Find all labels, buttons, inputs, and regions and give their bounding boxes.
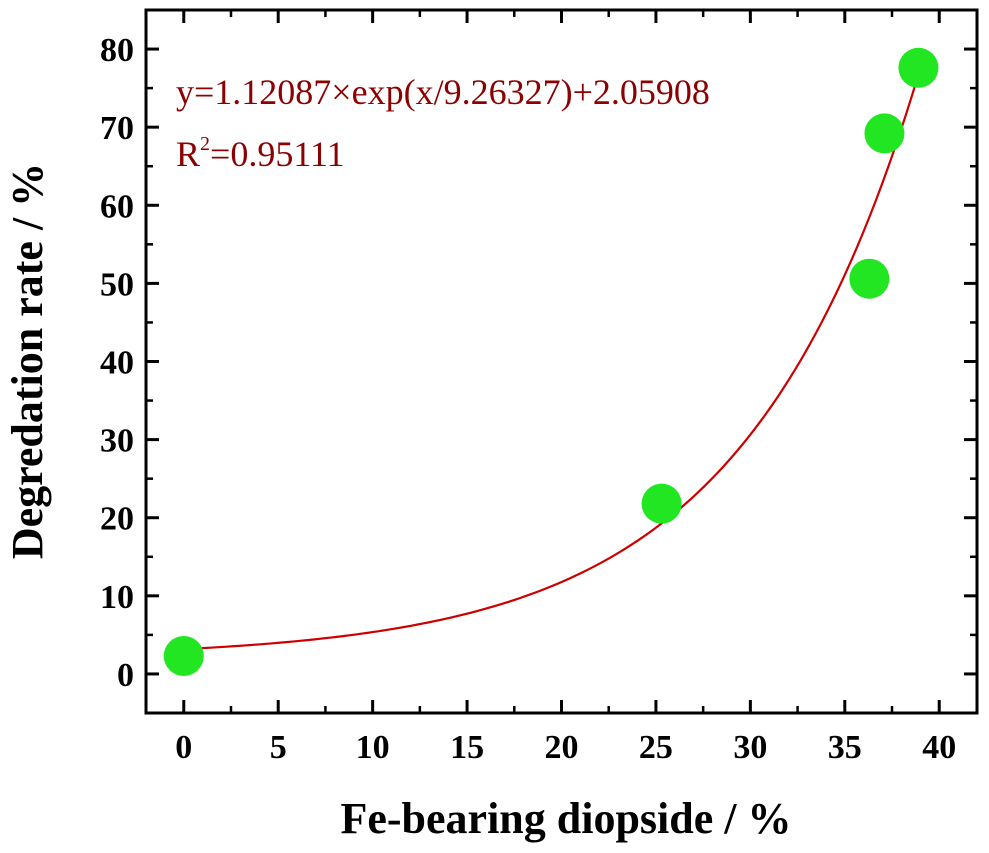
r-squared-prefix: R [176, 134, 200, 174]
x-tick-label-35: 35 [828, 729, 862, 766]
x-tick-label-40: 40 [922, 729, 956, 766]
x-axis-tick-labels: 0 5 10 15 20 25 30 35 40 [175, 729, 956, 766]
x-tick-label-15: 15 [450, 729, 484, 766]
y-tick-label-80: 80 [100, 32, 134, 69]
data-point-3 [849, 258, 890, 299]
r-squared-value: =0.95111 [210, 134, 345, 174]
data-point-4 [864, 113, 905, 154]
data-point-2 [641, 483, 682, 524]
data-point-1 [163, 635, 204, 676]
x-tick-label-30: 30 [733, 729, 767, 766]
x-axis-ticks [182, 10, 941, 713]
x-tick-label-20: 20 [545, 729, 579, 766]
y-tick-label-40: 40 [100, 345, 134, 382]
plot-frame [144, 8, 979, 715]
x-axis-title: Fe-bearing diopside / % [340, 794, 791, 843]
y-tick-label-60: 60 [100, 188, 134, 225]
data-point-5 [898, 47, 939, 88]
r-squared-superscript: 2 [200, 133, 210, 155]
y-tick-label-0: 0 [117, 657, 134, 694]
y-axis-ticks [146, 47, 977, 715]
y-axis-tick-labels: 0 10 20 30 40 50 60 70 80 [100, 32, 134, 694]
y-tick-label-30: 30 [100, 423, 134, 460]
y-tick-label-20: 20 [100, 501, 134, 538]
r-squared: R2=0.95111 [176, 133, 345, 174]
x-tick-label-0: 0 [175, 729, 192, 766]
data-points [163, 47, 939, 676]
x-tick-label-5: 5 [270, 729, 287, 766]
fit-equation: y=1.12087×exp(x/9.26327)+2.05908 [176, 72, 710, 112]
y-tick-label-50: 50 [100, 266, 134, 303]
y-tick-label-10: 10 [100, 579, 134, 616]
y-tick-label-70: 70 [100, 110, 134, 147]
fit-curve [183, 74, 920, 651]
x-tick-label-25: 25 [639, 729, 673, 766]
y-axis-title: Degredation rate / % [3, 163, 52, 559]
x-tick-label-10: 10 [356, 729, 390, 766]
